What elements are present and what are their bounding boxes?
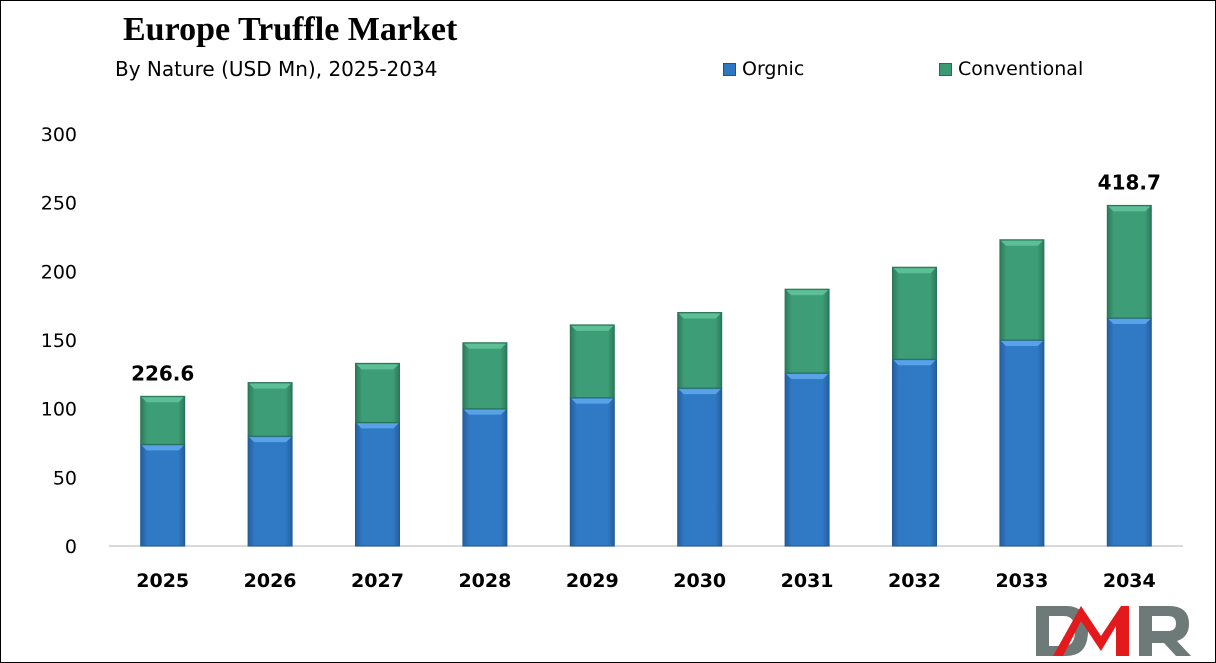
bar-conventional-2026 <box>247 382 293 437</box>
legend-swatch-conventional <box>939 62 952 76</box>
bar-bevel <box>678 389 721 395</box>
bar-orgnic-2026 <box>247 435 293 547</box>
x-tick-label: 2033 <box>995 570 1048 592</box>
bar-orgnic-2029 <box>569 397 615 547</box>
y-tick-label: 200 <box>41 261 77 283</box>
x-tick-label: 2030 <box>673 570 726 592</box>
bar-orgnic-2034 <box>1106 317 1152 547</box>
bar-bevel <box>141 445 184 451</box>
bar-bevel <box>1000 240 1043 246</box>
x-tick-label: 2032 <box>888 570 941 592</box>
bar-orgnic-2028 <box>462 408 508 547</box>
y-tick-label: 250 <box>41 193 77 215</box>
bar-conventional-2031 <box>784 288 830 374</box>
bar-bevel <box>786 290 829 296</box>
bar-orgnic-2031 <box>784 372 830 547</box>
bar-bevel <box>249 437 292 443</box>
legend-label: Conventional <box>958 58 1084 80</box>
bar-bevel <box>463 409 506 415</box>
y-tick-label: 0 <box>65 536 77 558</box>
y-tick-label: 50 <box>53 467 77 489</box>
bar-orgnic-2027 <box>355 421 400 547</box>
bar-orgnic-2033 <box>999 339 1045 547</box>
bar-conventional-2034 <box>1106 204 1152 319</box>
bar-bevel <box>1108 319 1151 325</box>
bar-bevel <box>356 364 399 370</box>
x-tick-label: 2031 <box>781 570 834 592</box>
y-tick-label: 150 <box>41 330 77 352</box>
bar-conventional-2033 <box>999 239 1045 341</box>
x-tick-label: 2034 <box>1103 570 1156 592</box>
bar-orgnic-2030 <box>677 387 723 547</box>
x-tick-label: 2026 <box>244 570 297 592</box>
legend-item-orgnic: Orgnic <box>723 58 804 80</box>
bar-bevel <box>893 268 936 274</box>
bar-bevel <box>678 313 721 319</box>
dmr-logo <box>1036 606 1191 656</box>
bar-conventional-2030 <box>677 312 723 389</box>
data-label: 418.7 <box>1098 170 1161 194</box>
bar-orgnic-2025 <box>140 443 186 547</box>
bar-bevel <box>1000 341 1043 346</box>
bar-bevel <box>141 397 184 403</box>
bar-bevel <box>786 373 829 379</box>
x-tick-label: 2029 <box>566 570 619 592</box>
bar-bevel <box>571 398 614 404</box>
x-tick-label: 2028 <box>458 570 511 592</box>
bar-bevel <box>1108 206 1151 212</box>
legend-label: Orgnic <box>742 58 805 80</box>
bar-bevel <box>249 383 292 389</box>
bar-conventional-2027 <box>355 362 400 423</box>
bar-bevel <box>463 343 506 349</box>
chart-title: Europe Truffle Market <box>123 11 458 48</box>
bar-orgnic-2032 <box>892 358 937 547</box>
y-tick-label: 300 <box>41 124 77 146</box>
x-tick-label: 2027 <box>351 570 404 592</box>
legend-swatch-orgnic <box>723 62 736 76</box>
y-tick-label: 100 <box>41 399 77 421</box>
bar-conventional-2029 <box>569 324 615 399</box>
data-label: 226.6 <box>131 361 194 385</box>
bar-conventional-2028 <box>462 342 508 410</box>
legend-item-conventional: Conventional <box>939 58 1083 80</box>
bar-conventional-2025 <box>140 395 186 445</box>
bar-bevel <box>893 360 936 366</box>
x-tick-label: 2025 <box>136 570 189 592</box>
bar-conventional-2032 <box>892 266 937 360</box>
bar-bevel <box>356 423 399 429</box>
chart-subtitle: By Nature (USD Mn), 2025-2034 <box>115 57 438 81</box>
bar-bevel <box>571 325 614 331</box>
